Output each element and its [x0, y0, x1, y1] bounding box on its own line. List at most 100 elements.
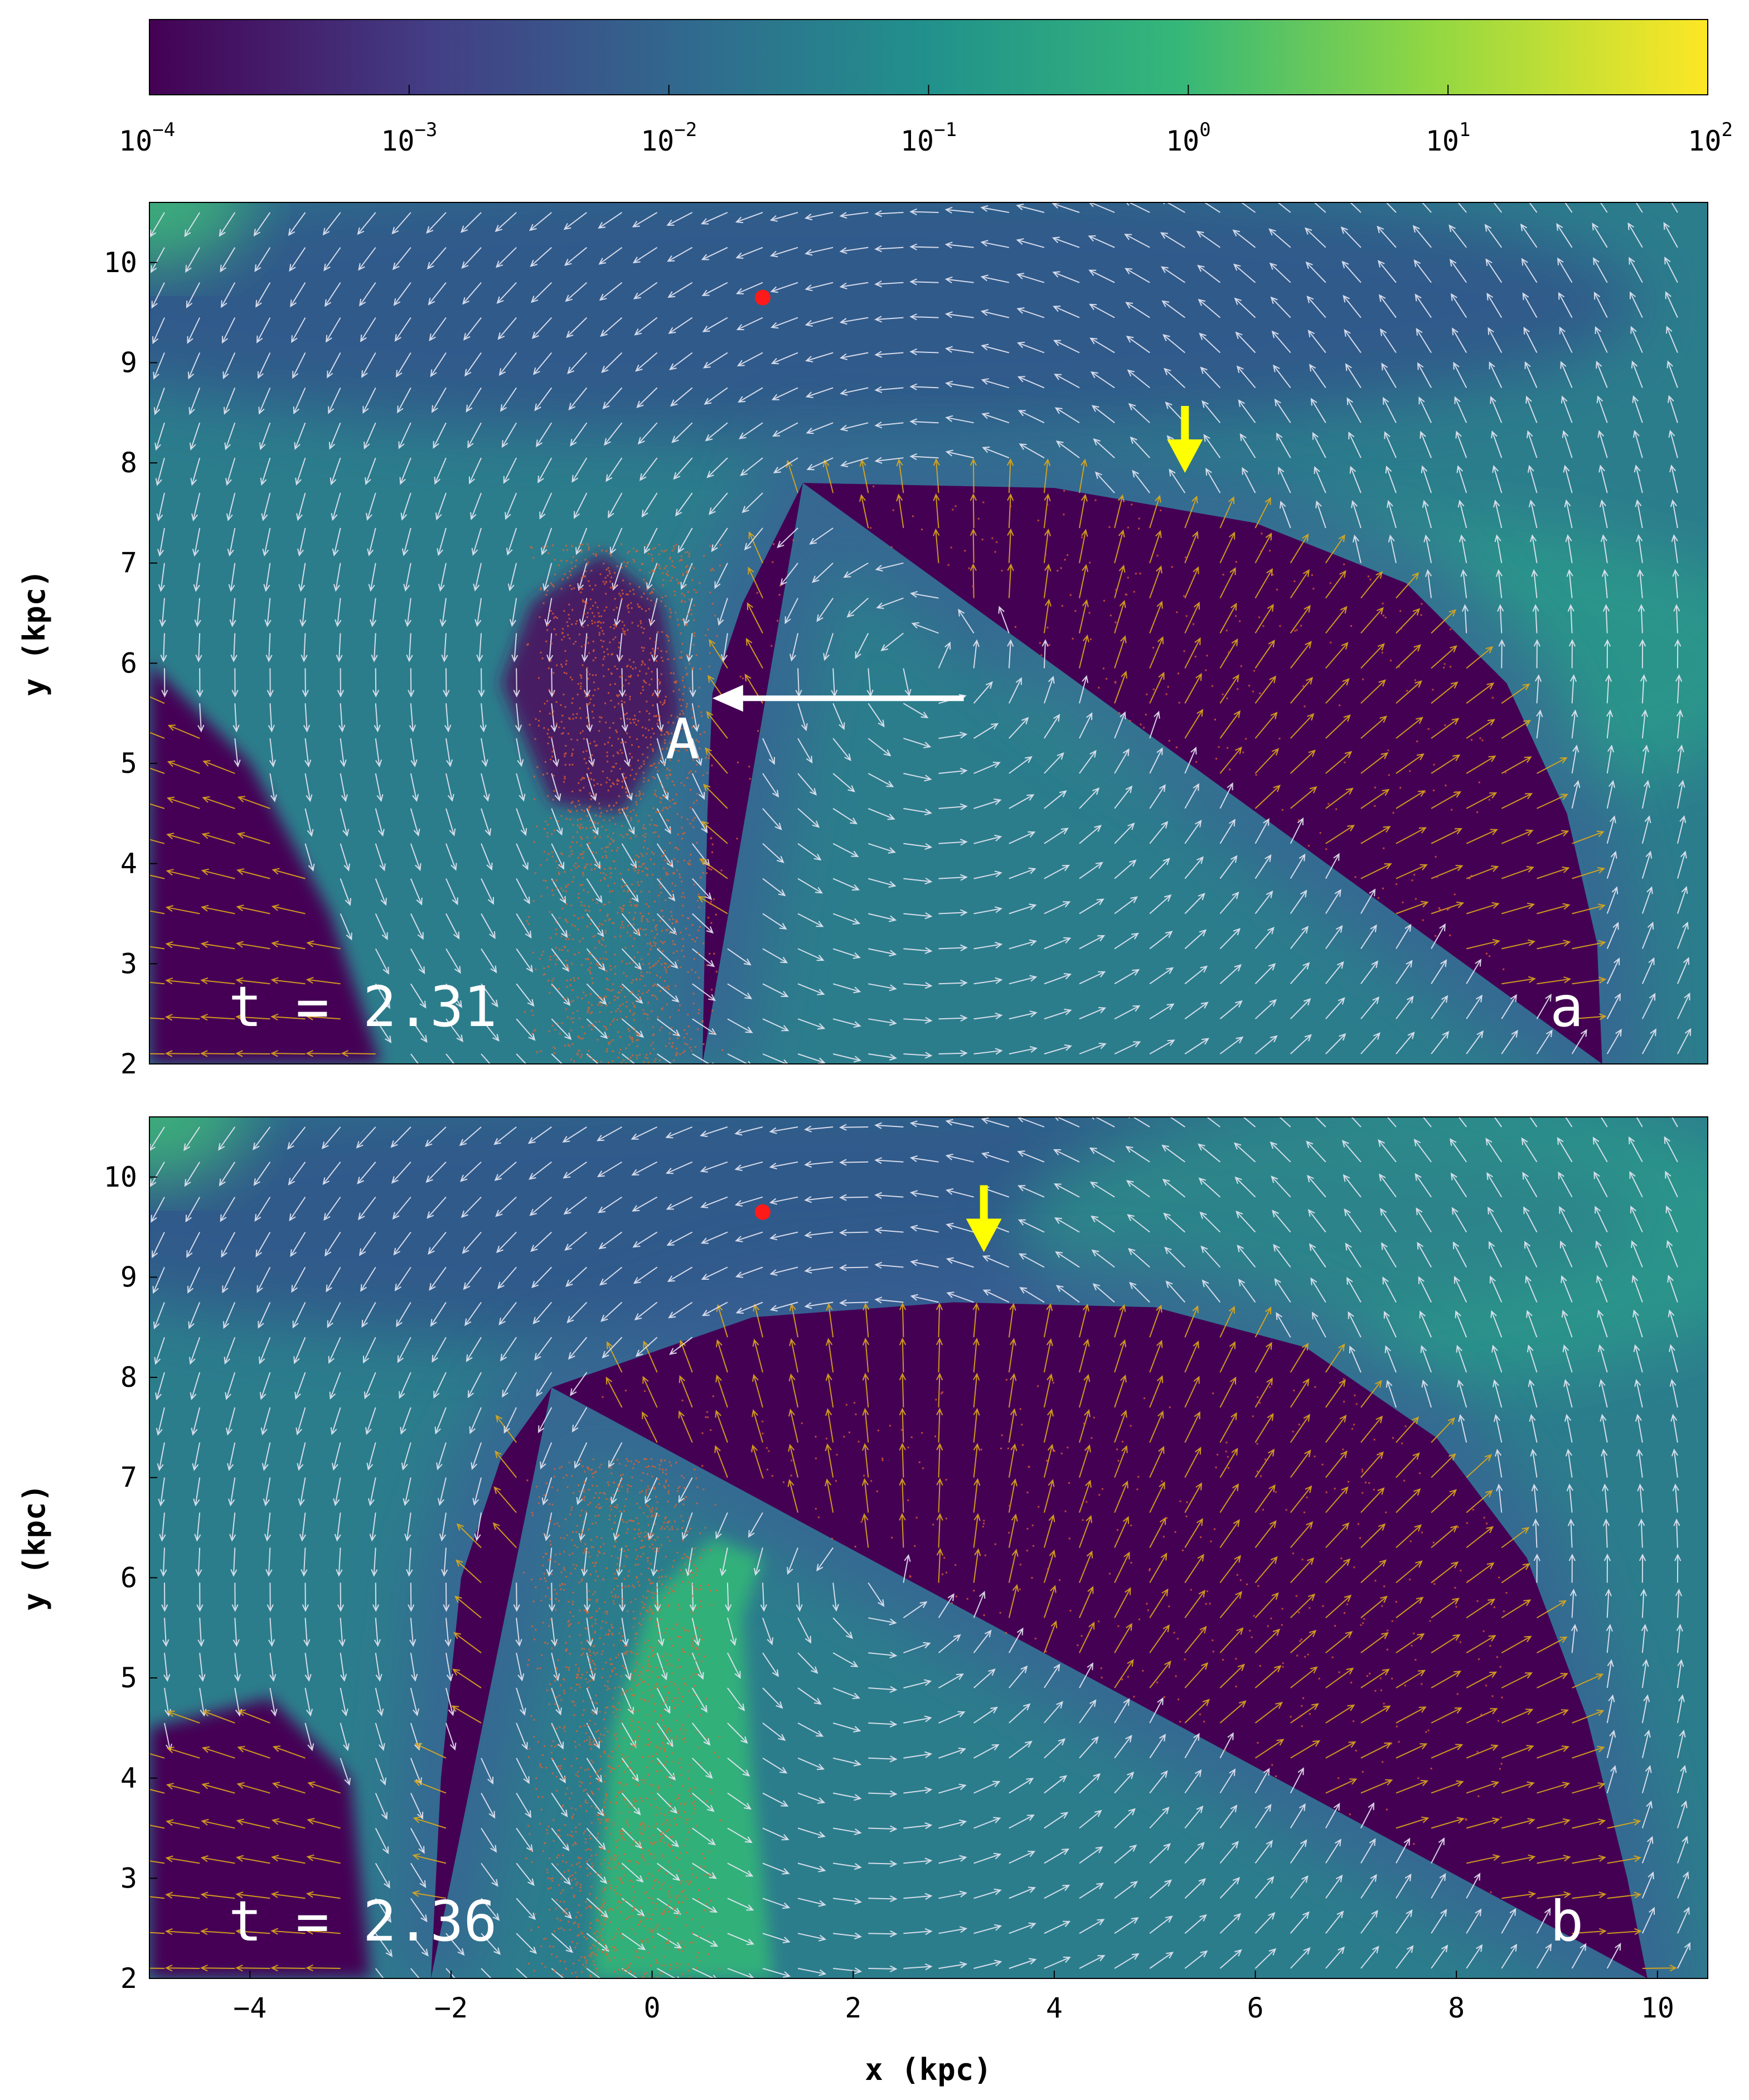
velocity-vector — [375, 1018, 392, 1044]
velocity-vector — [1219, 1627, 1244, 1653]
velocity-vector — [973, 1668, 996, 1688]
velocity-vector — [1008, 1408, 1017, 1443]
velocity-vector — [862, 1338, 870, 1373]
velocity-vector — [201, 832, 235, 844]
velocity-vector — [1360, 643, 1385, 669]
velocity-vector — [429, 317, 447, 342]
velocity-vector — [1396, 864, 1428, 879]
velocity-vector — [1452, 1241, 1467, 1267]
velocity-vector — [201, 904, 235, 914]
velocity-vector — [436, 1442, 447, 1470]
velocity-vector — [1008, 1513, 1018, 1548]
velocity-vector — [1677, 780, 1685, 809]
velocity-vector — [1254, 1702, 1283, 1724]
velocity-vector — [936, 1513, 943, 1548]
x-tick-label: 4 — [1046, 1992, 1063, 2024]
velocity-vector — [973, 1780, 1001, 1794]
velocity-vector — [1304, 227, 1326, 248]
velocity-vector — [528, 1162, 552, 1180]
main-cavity — [430, 1302, 1648, 1978]
velocity-vector — [973, 762, 1001, 774]
velocity-vector — [1491, 430, 1503, 458]
velocity-vector — [1598, 1344, 1608, 1373]
velocity-vector — [797, 1968, 827, 1976]
velocity-vector — [1561, 1275, 1573, 1303]
velocity-vector — [1457, 500, 1467, 529]
velocity-vector — [621, 808, 635, 835]
velocity-vector — [151, 282, 165, 309]
velocity-vector — [621, 1053, 636, 1064]
velocity-vector — [1219, 1305, 1235, 1338]
velocity-vector — [1381, 362, 1397, 388]
velocity-vector — [1219, 1555, 1241, 1584]
velocity-vector — [220, 1197, 236, 1222]
velocity-vector — [621, 913, 641, 936]
velocity-vector — [1114, 1041, 1141, 1054]
velocity-vector — [399, 457, 411, 485]
velocity-vector — [404, 598, 411, 627]
velocity-vector — [1380, 328, 1397, 354]
velocity-vector — [1606, 1659, 1614, 1688]
velocity-vector — [502, 1372, 517, 1398]
velocity-vector — [157, 528, 165, 557]
velocity-vector — [797, 1652, 818, 1674]
velocity-vector — [903, 1857, 933, 1865]
velocity-vector — [1431, 995, 1448, 1019]
velocity-vector — [1079, 971, 1106, 985]
velocity-vector — [149, 1017, 165, 1020]
velocity-vector — [634, 1301, 658, 1320]
velocity-vector — [413, 1816, 447, 1829]
velocity-vector — [1360, 1032, 1380, 1054]
velocity-vector — [537, 457, 553, 483]
velocity-vector — [195, 1547, 202, 1577]
y-tick-label: 3 — [120, 947, 137, 980]
velocity-vector — [973, 681, 993, 704]
velocity-vector — [530, 1231, 552, 1252]
velocity-vector — [1564, 1117, 1573, 1128]
velocity-vector — [444, 703, 452, 733]
velocity-vector — [1487, 1206, 1503, 1233]
velocity-vector — [155, 1372, 165, 1401]
velocity-vector — [1043, 1620, 1058, 1653]
velocity-vector — [1431, 1780, 1464, 1794]
velocity-vector — [1325, 1838, 1341, 1864]
velocity-vector — [903, 1822, 933, 1830]
velocity-vector — [973, 1548, 981, 1583]
velocity-vector — [1641, 709, 1649, 739]
velocity-vector — [691, 1652, 704, 1680]
velocity-vector — [762, 1617, 773, 1646]
velocity-vector — [1290, 962, 1310, 984]
velocity-vector — [1501, 829, 1534, 844]
velocity-vector — [973, 1048, 1003, 1055]
velocity-vector — [1149, 747, 1163, 774]
velocity-vector — [1501, 1781, 1535, 1794]
colorbar-ticks: 10−4 10−3 10−2 10−1 100 101 102 — [119, 85, 1733, 157]
velocity-vector — [1184, 709, 1204, 739]
velocity-vector — [1079, 1662, 1094, 1688]
velocity-vector — [752, 1373, 763, 1408]
velocity-vector — [189, 422, 201, 451]
velocity-vector — [1254, 532, 1272, 564]
velocity-vector — [797, 1757, 825, 1770]
velocity-vector — [1676, 709, 1683, 739]
velocity-vector — [832, 808, 858, 825]
velocity-vector — [1268, 228, 1291, 248]
velocity-vector — [1431, 609, 1456, 634]
velocity-vector — [833, 1792, 862, 1801]
velocity-vector — [1606, 744, 1615, 774]
velocity-vector — [1162, 334, 1185, 354]
velocity-vector — [1184, 1411, 1200, 1443]
panel-a-letter: a — [1550, 974, 1583, 1039]
velocity-vector — [340, 1722, 350, 1751]
velocity-vector — [1633, 1344, 1643, 1373]
velocity-vector — [1290, 641, 1312, 669]
velocity-vector — [678, 1410, 693, 1443]
velocity-vector — [671, 422, 693, 443]
velocity-vector — [1325, 961, 1344, 984]
velocity-vector — [607, 1341, 623, 1373]
velocity-vector — [635, 352, 658, 372]
velocity-vector — [1219, 1877, 1241, 1899]
velocity-vector — [826, 1338, 834, 1373]
velocity-vector — [1466, 1872, 1481, 1899]
